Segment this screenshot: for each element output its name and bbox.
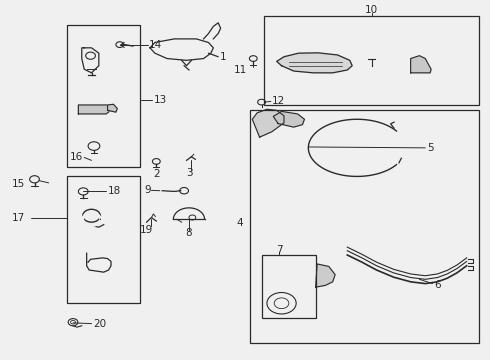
Polygon shape xyxy=(252,109,284,137)
Bar xyxy=(67,24,140,167)
Text: 8: 8 xyxy=(186,228,192,238)
Polygon shape xyxy=(273,111,304,127)
Text: 17: 17 xyxy=(12,212,25,222)
Polygon shape xyxy=(277,53,352,73)
Bar xyxy=(67,176,140,303)
Text: 13: 13 xyxy=(154,95,167,105)
Polygon shape xyxy=(108,104,117,112)
Bar xyxy=(262,255,316,318)
Polygon shape xyxy=(411,56,431,73)
Text: 3: 3 xyxy=(187,168,193,178)
Text: 20: 20 xyxy=(93,319,106,329)
Text: 18: 18 xyxy=(108,186,121,197)
Text: 11: 11 xyxy=(234,65,247,75)
Text: 19: 19 xyxy=(140,225,153,235)
Text: 6: 6 xyxy=(434,280,441,290)
Bar xyxy=(250,111,479,342)
Text: 9: 9 xyxy=(145,185,151,195)
Text: 12: 12 xyxy=(272,96,285,107)
Text: 4: 4 xyxy=(237,218,244,228)
Text: 2: 2 xyxy=(153,168,160,179)
Text: 14: 14 xyxy=(149,40,162,50)
Polygon shape xyxy=(78,105,111,114)
Text: 15: 15 xyxy=(12,179,25,189)
Text: 7: 7 xyxy=(276,245,282,255)
Bar xyxy=(265,16,479,105)
Text: 10: 10 xyxy=(365,5,378,15)
Text: 5: 5 xyxy=(427,143,433,153)
Text: 16: 16 xyxy=(70,152,83,162)
Polygon shape xyxy=(316,264,335,287)
Text: 1: 1 xyxy=(220,53,226,63)
